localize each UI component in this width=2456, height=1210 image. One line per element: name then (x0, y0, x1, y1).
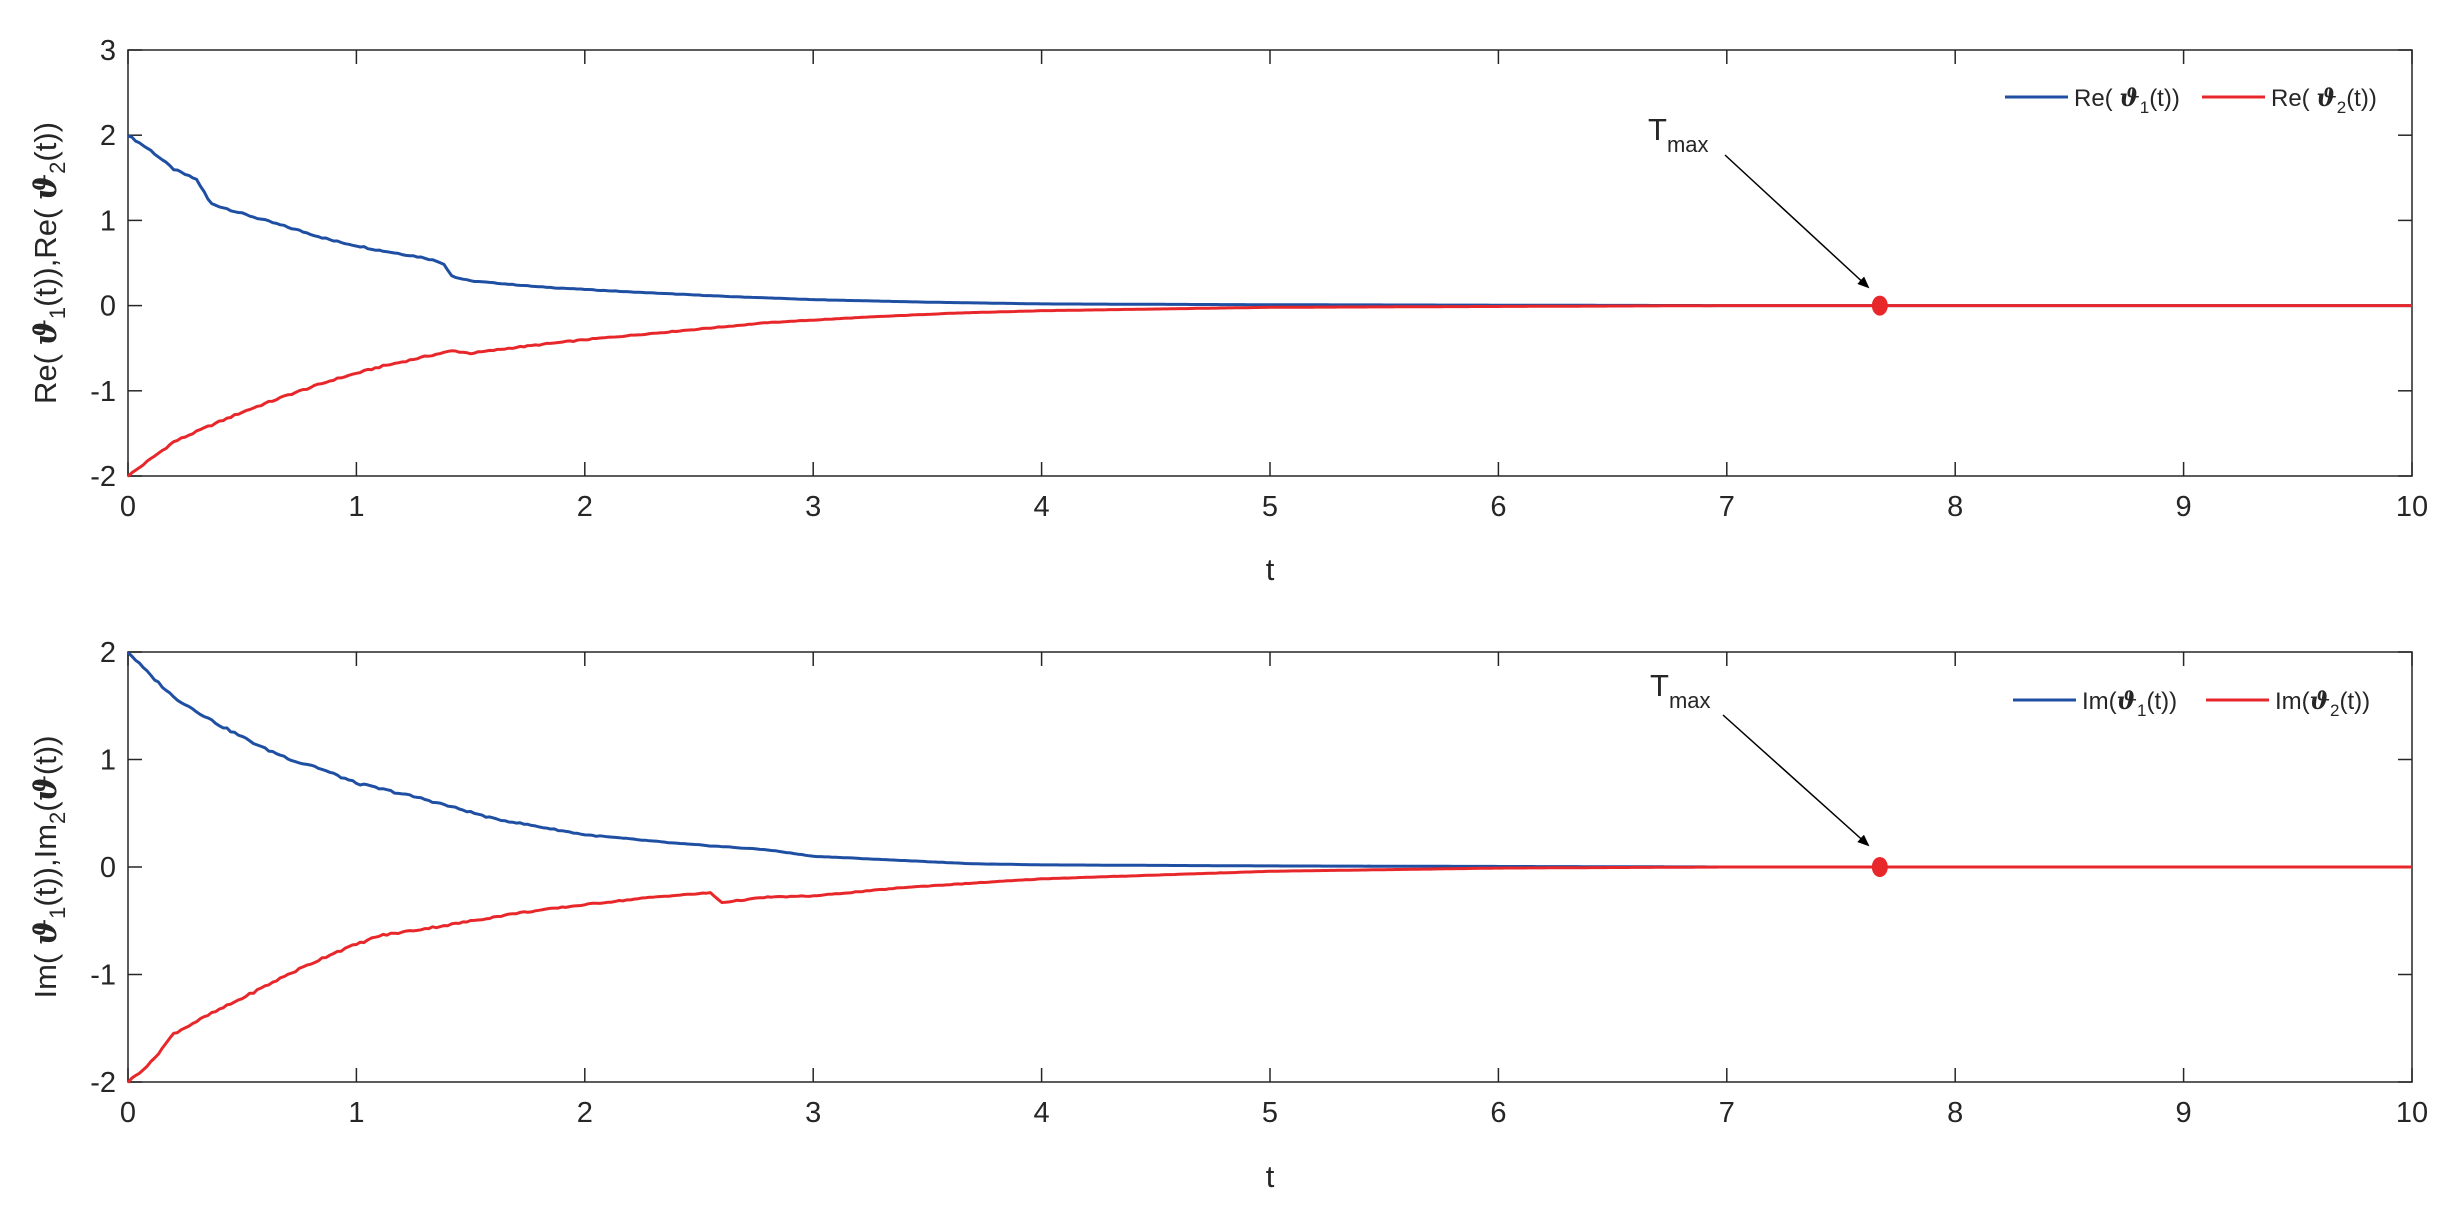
bottom-x-tick-label: 2 (577, 1097, 593, 1129)
top-x-tick-label: 9 (2176, 491, 2192, 523)
bottom-x-tick-label: 7 (1719, 1097, 1735, 1129)
bottom-tmax-label: Tmax (1650, 668, 1711, 713)
top-y-tick-label: 0 (100, 291, 116, 323)
top-series-line-1 (127, 134, 2412, 308)
top-x-tick-label: 3 (805, 491, 821, 523)
bottom-tmax-annotation: Tmax (1650, 668, 1870, 847)
bottom-legend-label-series2: Im(ϑ2(t)) (2275, 686, 2370, 720)
bottom-x-tick-label: 10 (2396, 1097, 2428, 1129)
bottom-x-tick-label: 6 (1490, 1097, 1506, 1129)
top-tmax-arrow (1724, 154, 1870, 289)
bottom-y-tick-label: 1 (100, 745, 116, 777)
top-series-lines (126, 134, 2412, 478)
bottom-x-tick-label: 3 (805, 1097, 821, 1129)
bottom-y-tick-label: -1 (90, 960, 116, 992)
top-x-tick-label: 4 (1034, 491, 1050, 523)
top-y-axis-label: Re( ϑ1(t)),Re( ϑ2(t)) (28, 122, 70, 404)
top-series-line-2 (126, 304, 2412, 478)
bottom-panel: 0 1 2 3 4 5 6 7 8 9 10 -2 -1 0 1 2 t Im( ϑ1(t)),Im2(ϑ(… (28, 637, 2428, 1194)
bottom-y-ticks: -2 -1 0 1 2 (90, 637, 2412, 1099)
top-tmax-marker (1871, 295, 1888, 316)
bottom-tmax-marker (1871, 857, 1888, 877)
bottom-y-tick-label: 2 (100, 637, 116, 669)
top-x-axis-label: t (1266, 552, 1275, 587)
top-x-tick-label: 5 (1262, 491, 1278, 523)
bottom-x-tick-label: 8 (1947, 1097, 1963, 1129)
bottom-series-line-2 (126, 865, 2412, 1084)
top-panel: 0 1 2 3 4 5 6 7 8 9 10 -2 -1 0 1 2 3 t Re( ϑ1(t)),Re( ϑ… (28, 35, 2428, 587)
bottom-x-tick-label: 9 (2176, 1097, 2192, 1129)
bottom-x-tick-label: 1 (348, 1097, 364, 1129)
top-x-tick-label: 1 (348, 491, 364, 523)
bottom-y-tick-label: -2 (90, 1067, 116, 1099)
top-x-tick-label: 10 (2396, 491, 2428, 523)
top-x-tick-label: 8 (1947, 491, 1963, 523)
top-x-tick-label: 0 (120, 491, 136, 523)
bottom-tmax-arrow (1722, 714, 1870, 847)
bottom-series-lines (126, 651, 2412, 1084)
top-legend: Re( ϑ1(t)) Re( ϑ2(t)) (2005, 83, 2377, 117)
bottom-x-tick-label: 0 (120, 1097, 136, 1129)
bottom-y-axis-label: Im( ϑ1(t)),Im2(ϑ(t)) (28, 735, 70, 998)
top-tmax-annotation: Tmax (1648, 112, 1870, 289)
top-y-tick-label: 1 (100, 205, 116, 237)
top-y-tick-label: 3 (100, 35, 116, 67)
top-y-tick-label: 2 (100, 120, 116, 152)
top-y-ticks: -2 -1 0 1 2 3 (90, 35, 2412, 493)
bottom-y-tick-label: 0 (100, 852, 116, 884)
bottom-x-tick-label: 5 (1262, 1097, 1278, 1129)
bottom-x-ticks: 0 1 2 3 4 5 6 7 8 9 10 (120, 652, 2428, 1129)
bottom-x-axis-label: t (1266, 1159, 1275, 1194)
top-legend-label-series2: Re( ϑ2(t)) (2271, 83, 2377, 117)
top-x-ticks: 0 1 2 3 4 5 6 7 8 9 10 (120, 50, 2428, 523)
top-tmax-label: Tmax (1648, 112, 1709, 157)
top-plot-frame (127, 49, 2413, 477)
top-x-tick-label: 6 (1490, 491, 1506, 523)
top-y-tick-label: -2 (90, 461, 116, 493)
top-y-tick-label: -1 (90, 376, 116, 408)
top-x-tick-label: 7 (1719, 491, 1735, 523)
top-legend-label-series1: Re( ϑ1(t)) (2074, 83, 2180, 117)
bottom-x-tick-label: 4 (1034, 1097, 1050, 1129)
bottom-series-line-1 (126, 651, 2412, 869)
bottom-legend-label-series1: Im(ϑ1(t)) (2082, 686, 2177, 720)
top-x-tick-label: 2 (577, 491, 593, 523)
bottom-legend: Im(ϑ1(t)) Im(ϑ2(t)) (2013, 686, 2370, 720)
